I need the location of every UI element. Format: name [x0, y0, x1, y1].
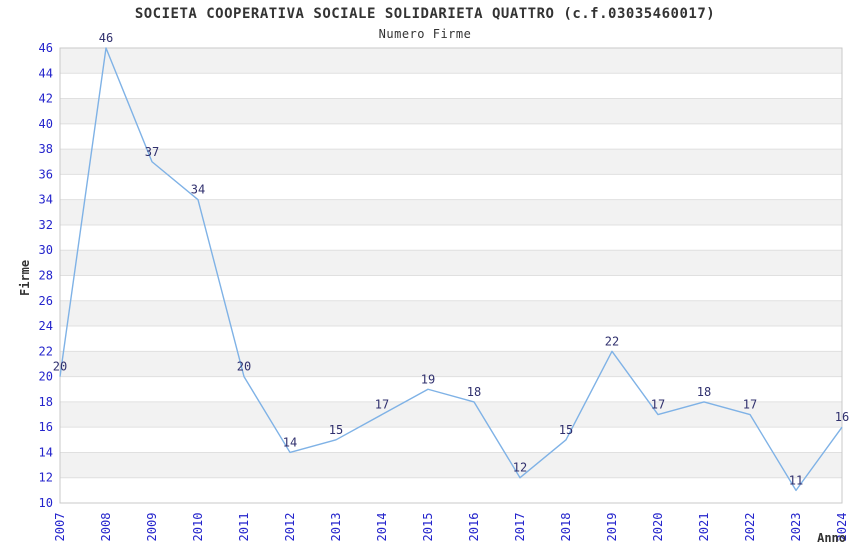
grid-band: [60, 452, 842, 478]
data-label: 20: [53, 360, 67, 374]
chart-subtitle: Numero Firme: [378, 27, 472, 41]
data-label: 34: [191, 183, 205, 197]
y-tick-label: 36: [39, 167, 53, 181]
grid-band: [60, 98, 842, 124]
x-tick-label: 2010: [191, 513, 205, 542]
data-label: 18: [697, 385, 711, 399]
data-label: 16: [835, 410, 849, 424]
grid-band: [60, 149, 842, 175]
x-tick-label: 2019: [605, 513, 619, 542]
x-tick-label: 2007: [53, 513, 67, 542]
y-tick-label: 28: [39, 269, 53, 283]
x-axis-title: Anno: [817, 531, 846, 545]
x-tick-label: 2016: [467, 513, 481, 542]
x-tick-label: 2013: [329, 513, 343, 542]
series-line: [59, 47, 843, 492]
y-tick-label: 38: [39, 142, 53, 156]
y-tick-label: 14: [39, 445, 53, 459]
chart-title: SOCIETA COOPERATIVA SOCIALE SOLIDARIETA …: [134, 6, 716, 22]
grid-band: [60, 250, 842, 276]
data-label: 37: [145, 145, 159, 159]
y-tick-label: 26: [39, 294, 53, 308]
x-tick-label: 2008: [99, 513, 113, 542]
data-label: 11: [789, 473, 803, 487]
x-tick-label: 2018: [559, 513, 573, 542]
data-label: 15: [559, 423, 573, 437]
x-tick-label: 2024: [835, 513, 849, 542]
data-label: 14: [283, 435, 297, 449]
y-tick-label: 46: [39, 41, 53, 55]
plot-border: [59, 47, 843, 504]
y-tick-label: 16: [39, 420, 53, 434]
data-label: 18: [467, 385, 481, 399]
x-tick-label: 2017: [513, 513, 527, 542]
grid-band: [60, 351, 842, 377]
data-label: 22: [605, 334, 619, 348]
data-label: 46: [99, 31, 113, 45]
y-tick-label: 44: [39, 66, 53, 80]
grid-band: [60, 48, 842, 74]
x-tick-label: 2011: [237, 513, 251, 542]
y-tick-label: 30: [39, 243, 53, 257]
data-label: 17: [651, 398, 665, 412]
y-tick-label: 12: [39, 471, 53, 485]
x-tick-label: 2020: [651, 513, 665, 542]
y-tick-label: 20: [39, 370, 53, 384]
x-tick-label: 2022: [743, 513, 757, 542]
x-tick-label: 2009: [145, 513, 159, 542]
data-label: 19: [421, 372, 435, 386]
y-tick-label: 10: [39, 496, 53, 510]
x-tick-label: 2012: [283, 513, 297, 542]
data-label: 17: [375, 398, 389, 412]
y-tick-label: 40: [39, 117, 53, 131]
data-label: 15: [329, 423, 343, 437]
y-axis-title: Firme: [18, 259, 32, 296]
grid-band: [60, 199, 842, 225]
grid-band: [60, 300, 842, 327]
y-tick-label: 32: [39, 218, 53, 232]
y-tick-label: 18: [39, 395, 53, 409]
x-tick-label: 2015: [421, 513, 435, 542]
x-tick-label: 2014: [375, 513, 389, 542]
data-label: 17: [743, 398, 757, 412]
data-label: 12: [513, 461, 527, 475]
y-tick-label: 24: [39, 319, 53, 333]
y-tick-label: 42: [39, 92, 53, 106]
x-tick-label: 2021: [697, 513, 711, 542]
data-label: 20: [237, 360, 251, 374]
x-tick-label: 2023: [789, 513, 803, 542]
grid-band: [60, 401, 842, 428]
y-tick-label: 34: [39, 193, 53, 207]
y-tick-label: 22: [39, 344, 53, 358]
